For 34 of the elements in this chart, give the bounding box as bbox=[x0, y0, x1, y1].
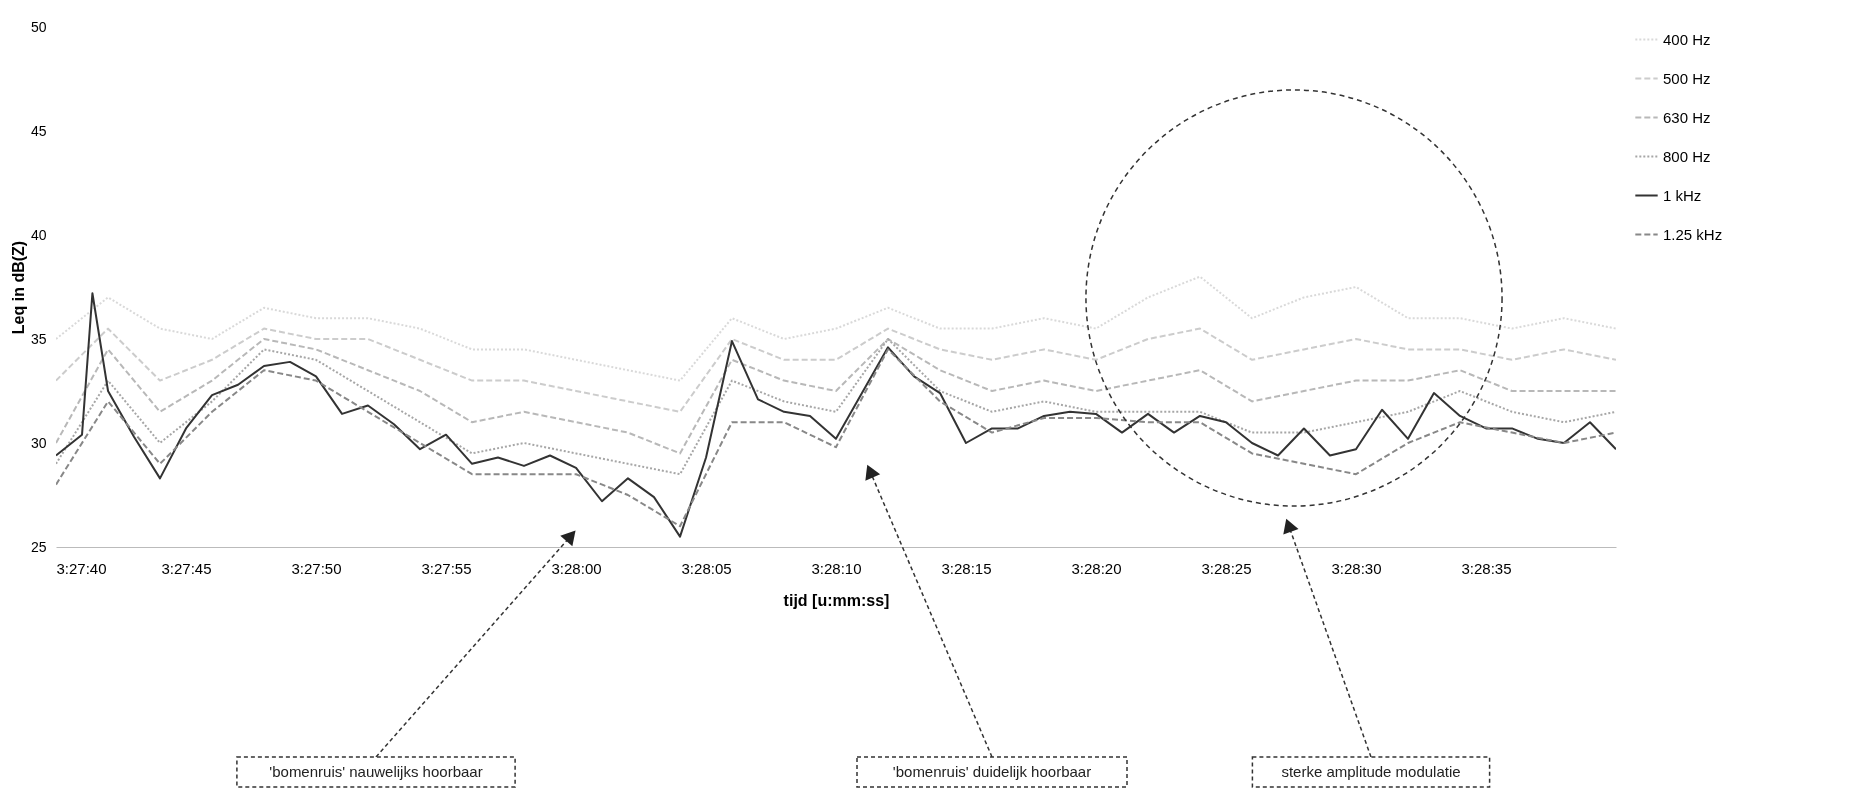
text: 'bomenruis' nauwelijks hoorbaar bbox=[269, 763, 483, 780]
y-tick-label: 35 bbox=[30, 330, 47, 347]
legend-label: 400 Hz bbox=[1663, 30, 1711, 48]
y-tick-label: 30 bbox=[30, 434, 47, 451]
x-axis-title: tijd [u:mm:ss] bbox=[783, 591, 890, 609]
line-series bbox=[56, 348, 1616, 528]
legend-label: 1 kHz bbox=[1663, 186, 1702, 204]
y-tick-label: 45 bbox=[30, 122, 47, 139]
x-tick-label: 3:28:10 bbox=[811, 559, 862, 577]
x-tick-label: 3:28:25 bbox=[1201, 559, 1252, 577]
x-tick-label: 3:28:05 bbox=[681, 559, 732, 577]
x-tick-label: 3:28:35 bbox=[1461, 559, 1512, 577]
line-series bbox=[56, 275, 1616, 382]
x-tick-label: 3:27:45 bbox=[161, 559, 212, 577]
x-tick-label: 3:28:15 bbox=[941, 559, 992, 577]
text: sterke amplitude modulatie bbox=[1281, 763, 1461, 780]
y-tick-label: 25 bbox=[30, 538, 47, 555]
y-axis-title: Leq in dB(Z) bbox=[9, 240, 27, 335]
x-tick-label: 3:28:30 bbox=[1331, 559, 1382, 577]
legend-label: 630 Hz bbox=[1663, 108, 1711, 126]
line-series bbox=[56, 338, 1616, 455]
x-tick-label: 3:28:20 bbox=[1071, 559, 1122, 577]
x-tick-label: 3:27:55 bbox=[421, 559, 472, 577]
y-tick-label: 40 bbox=[30, 226, 47, 243]
x-tick-label: 3:28:00 bbox=[551, 559, 602, 577]
x-tick-label: 3:27:50 bbox=[291, 559, 342, 577]
line-series bbox=[56, 327, 1616, 413]
text: 'bomenruis' duidelijk hoorbaar bbox=[892, 763, 1092, 780]
x-tick-label: 3:27:40 bbox=[56, 559, 107, 577]
legend-label: 500 Hz bbox=[1663, 69, 1711, 87]
legend-label: 800 Hz bbox=[1663, 147, 1711, 165]
legend-label: 1.25 kHz bbox=[1663, 225, 1723, 243]
y-tick-label: 50 bbox=[30, 18, 47, 35]
line-series bbox=[56, 338, 1616, 476]
